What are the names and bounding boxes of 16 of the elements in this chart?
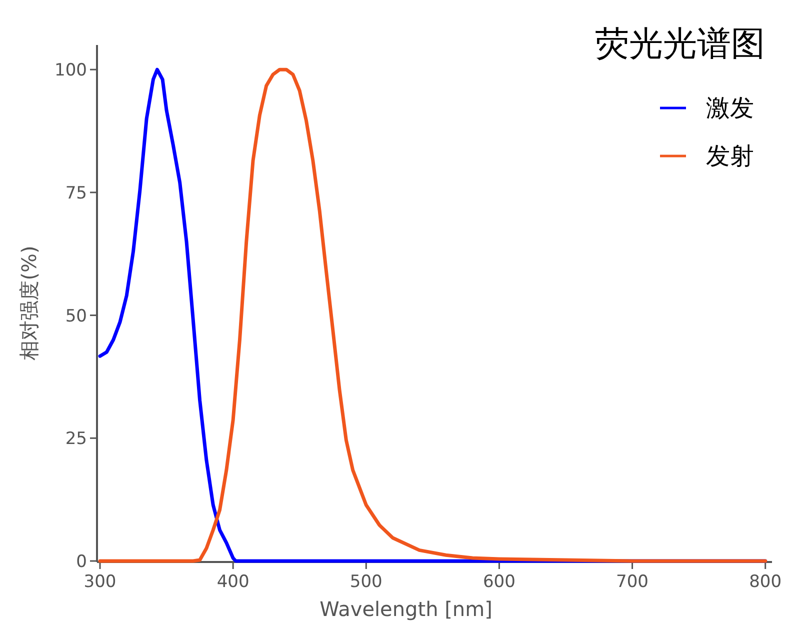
y-tick-label: 75 [65, 183, 87, 204]
x-tick-label: 800 [749, 572, 782, 592]
y-tick-label: 25 [65, 429, 87, 450]
chart-title: 荧光光谱图 [595, 24, 765, 64]
legend-label: 激发 [706, 94, 754, 122]
x-tick-label: 700 [616, 572, 649, 592]
x-tick-label: 600 [482, 572, 516, 592]
x-tick-label: 400 [216, 572, 250, 592]
legend-label: 发射 [706, 142, 754, 170]
x-tick-label: 500 [350, 572, 382, 592]
y-tick-label: 100 [54, 60, 87, 81]
x-tick-label: 300 [84, 572, 116, 592]
x-axis-title: Wavelength [nm] [320, 597, 492, 621]
y-tick-label: 50 [65, 306, 87, 326]
y-axis-title: 相对强度(%) [17, 246, 41, 360]
y-tick-label: 0 [76, 552, 87, 572]
